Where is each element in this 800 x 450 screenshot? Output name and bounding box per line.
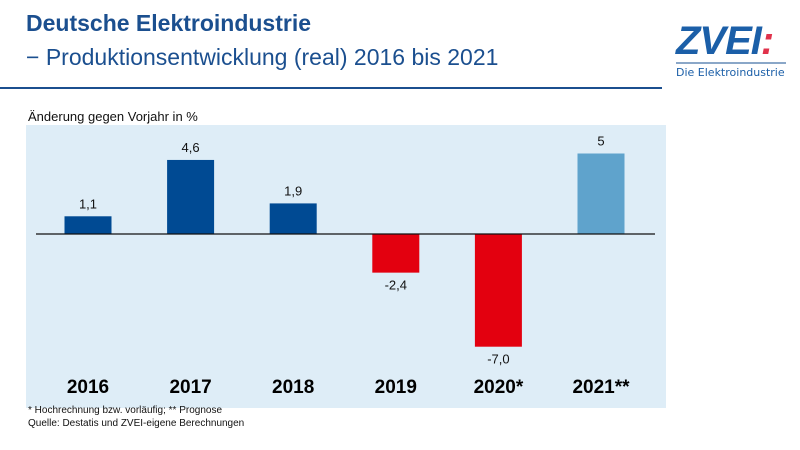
x-tick-label: 2016 [67, 377, 109, 398]
data-label: 4,6 [182, 140, 200, 155]
bar-2021** [577, 153, 625, 234]
subtitle: − Produktionsentwicklung (real) 2016 bis… [26, 44, 499, 70]
title: Deutsche Elektroindustrie [26, 10, 312, 36]
data-label: -2,4 [385, 278, 407, 293]
bar-2019 [372, 234, 420, 273]
data-label: -7,0 [487, 352, 509, 367]
data-label: 1,1 [79, 196, 97, 211]
bar-2016 [64, 216, 112, 234]
data-label: 5 [597, 134, 604, 149]
plot-background [26, 125, 666, 408]
x-tick-label: 2019 [375, 377, 417, 398]
x-tick-label: 2020* [474, 377, 524, 398]
x-tick-label: 2021** [572, 377, 630, 398]
footnote: * Hochrechnung bzw. vorläufig; ** Progno… [28, 405, 223, 416]
divider [0, 87, 662, 89]
y-axis-label: Änderung gegen Vorjahr in % [28, 109, 198, 124]
x-tick-label: 2017 [169, 377, 211, 398]
source-note: Quelle: Destatis und ZVEI-eigene Berechn… [28, 418, 245, 429]
bar-2020* [474, 234, 522, 347]
zvei-logo: ZVEI: Die Elektroindustrie [676, 19, 786, 79]
data-label: 1,9 [284, 183, 302, 198]
bar-2018 [269, 203, 317, 234]
bar-2017 [167, 159, 215, 234]
x-tick-label: 2018 [272, 377, 314, 398]
